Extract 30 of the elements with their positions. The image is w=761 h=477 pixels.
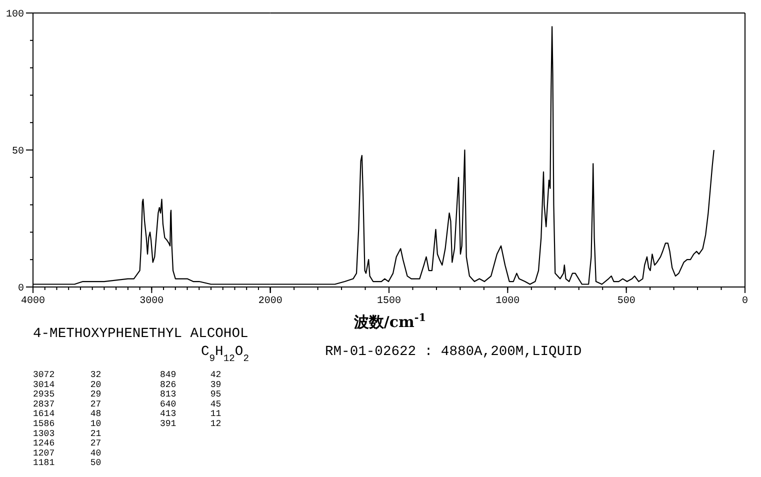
text: 3014 20 <box>33 380 102 390</box>
text: 1586 10 <box>33 419 102 429</box>
y-tick-label: 0 <box>18 284 24 294</box>
text: C$_{9}$H$_{12}$O$_{2}$ <box>200 345 250 364</box>
text: 413 11 <box>160 409 222 420</box>
x-tick-label: 3000 <box>140 296 164 307</box>
text: 1246 27 <box>33 438 102 449</box>
text: 849 42 <box>160 370 222 380</box>
text: 3072 32 <box>33 370 102 380</box>
text: 1614 48 <box>33 409 102 420</box>
text: 826 39 <box>160 380 222 390</box>
y-tick-label: 100 <box>6 10 24 20</box>
x-tick-label: 500 <box>617 296 636 307</box>
y-tick-label: 50 <box>12 146 24 158</box>
text: 391 12 <box>160 419 222 429</box>
text: 640 45 <box>160 399 222 410</box>
x-tick-label: 2000 <box>258 296 282 307</box>
x-tick-label: 1500 <box>376 296 402 307</box>
x-tick-label: 4000 <box>20 296 46 307</box>
text: 2837 27 <box>33 399 102 410</box>
text: 1207 40 <box>33 448 102 458</box>
text: 1181 50 <box>33 458 102 468</box>
text: 4-METHOXYPHENETHYL ALCOHOL <box>33 327 248 342</box>
x-tick-label: 1000 <box>496 296 520 307</box>
text: RM-01-02622 : 4880A,200M,LIQUID <box>325 345 582 360</box>
x-axis-title: 波数/cm$^{-1}$ <box>352 312 426 331</box>
text: 2935 29 <box>33 390 102 400</box>
text: 813 95 <box>160 390 222 400</box>
text: 1303 21 <box>33 428 102 439</box>
x-tick-label: 0 <box>742 296 748 307</box>
